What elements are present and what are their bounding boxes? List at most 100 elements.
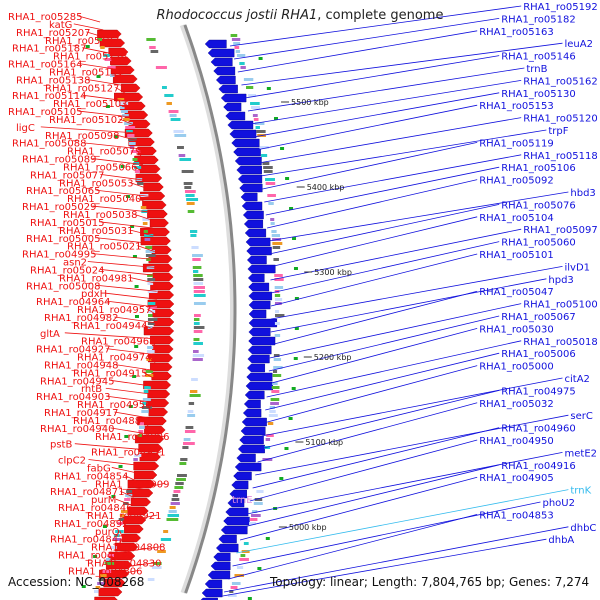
left-gene-label: RHA1_ro04912 <box>58 551 133 562</box>
right-leader-line <box>261 377 563 437</box>
feature-block <box>272 370 278 373</box>
reverse-gene-arrow <box>239 435 264 445</box>
feature-block <box>126 130 133 133</box>
left-leader-line <box>133 166 145 173</box>
feature-block <box>141 406 152 409</box>
feature-block <box>176 478 186 481</box>
feature-block <box>173 130 184 133</box>
reverse-gene-arrow <box>248 300 271 310</box>
feature-block <box>251 510 258 513</box>
reverse-gene-arrow <box>241 201 263 211</box>
feature-block <box>192 258 201 261</box>
reverse-gene-arrow <box>245 237 271 247</box>
forward-gene-arrow <box>110 65 135 75</box>
right-leader-line <box>269 204 500 255</box>
marker-dot <box>279 477 284 480</box>
left-gene-label: RHA1_ro04964 <box>36 297 111 308</box>
feature-block <box>259 146 269 149</box>
reverse-gene-arrow <box>204 39 227 49</box>
marker-dot <box>284 447 289 450</box>
reverse-gene-arrow <box>244 390 265 400</box>
feature-block <box>117 522 123 525</box>
left-gene-label: pdxH <box>81 289 107 300</box>
marker-dot <box>81 585 86 588</box>
reverse-gene-arrow <box>248 318 278 328</box>
left-gene-label: RHA1_ro04956 <box>77 400 152 411</box>
forward-gene-arrow <box>94 596 118 600</box>
marker-dot <box>291 387 296 390</box>
left-leader-line <box>87 261 156 268</box>
feature-block <box>274 294 281 297</box>
left-gene-label: RHA1_ro05089 <box>22 155 97 166</box>
left-leader-line <box>114 554 129 561</box>
feature-block <box>174 486 184 489</box>
left-gene-label: RHA1_ro05151 <box>49 67 124 78</box>
right-gene-label: dhbA <box>548 535 574 546</box>
forward-gene-arrow <box>120 83 141 93</box>
feature-block <box>170 502 180 505</box>
feature-block <box>142 218 150 221</box>
feature-block <box>249 522 256 525</box>
right-leader-line <box>264 154 522 203</box>
right-gene-label: RHA1_ro05146 <box>501 52 576 63</box>
feature-block <box>269 410 276 413</box>
reverse-gene-arrow <box>247 354 270 364</box>
reverse-gene-arrow <box>247 255 267 265</box>
forward-gene-arrow <box>149 218 169 228</box>
topology-label: Topology: linear; Length: 7,804,765 bp; … <box>270 575 590 589</box>
feature-block <box>234 574 245 577</box>
left-leader-line <box>82 47 113 55</box>
marker-dot <box>130 225 135 228</box>
right-gene-label: RHA1_ro05106 <box>501 163 576 174</box>
marker-dot <box>266 87 271 90</box>
reverse-gene-arrow <box>236 165 262 175</box>
left-leader-line <box>92 253 156 260</box>
feature-block <box>251 514 261 517</box>
left-gene-label: RHA1_ro05285 <box>8 12 83 23</box>
left-leader-line <box>111 467 140 474</box>
reverse-gene-arrow <box>204 579 223 589</box>
right-leader-line <box>228 514 478 580</box>
feature-block <box>119 106 125 109</box>
left-gene-label: RHA1_ro05164 <box>8 60 83 71</box>
feature-block <box>262 162 270 165</box>
left-leader-line <box>78 110 133 118</box>
left-gene-label: RHA1_ro04944 <box>73 321 148 332</box>
feature-block <box>137 182 144 185</box>
left-gene-label: RHA1_ro05005 <box>26 234 101 245</box>
feature-block <box>146 38 156 41</box>
feature-block <box>133 458 138 461</box>
reverse-gene-arrow <box>241 417 267 427</box>
left-leader-line <box>135 482 166 490</box>
forward-gene-arrow <box>112 74 138 84</box>
marker-dot <box>128 405 133 408</box>
feature-block <box>129 142 136 145</box>
right-gene-label: phoU2 <box>543 498 576 509</box>
feature-block <box>230 586 238 589</box>
left-leader-line <box>137 150 142 157</box>
right-gene-label: RHA1_ro05153 <box>479 101 554 112</box>
feature-block <box>261 154 268 157</box>
feature-block <box>137 434 142 437</box>
feature-block <box>243 78 254 81</box>
feature-block <box>273 258 279 261</box>
reverse-gene-arrow <box>218 534 237 544</box>
left-leader-line <box>82 142 140 150</box>
feature-block <box>193 278 204 281</box>
feature-block <box>271 234 281 237</box>
marker-dot <box>111 495 116 498</box>
right-leader-line <box>247 67 525 112</box>
feature-block <box>236 54 246 57</box>
right-gene-label: RHA1_ro05047 <box>479 287 554 298</box>
feature-block <box>134 170 140 173</box>
left-gene-label: RHA1_ro05138 <box>16 75 91 86</box>
right-leader-line <box>270 241 500 294</box>
accession-label: Accession: NC_008268 <box>8 575 145 589</box>
feature-block <box>191 378 198 381</box>
marker-dot <box>102 525 107 528</box>
feature-block <box>234 46 240 49</box>
feature-block <box>172 494 179 497</box>
left-leader-line <box>100 221 153 229</box>
reverse-gene-arrow <box>227 498 245 508</box>
reverse-gene-arrow <box>248 291 273 301</box>
